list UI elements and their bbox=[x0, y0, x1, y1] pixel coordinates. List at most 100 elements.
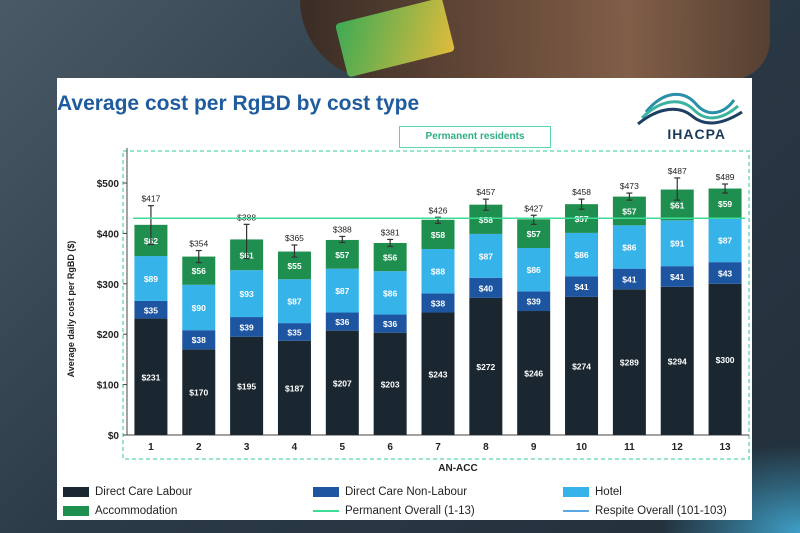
bar-segment-hotel bbox=[469, 233, 503, 278]
data-label: $300 bbox=[716, 355, 735, 365]
total-label: $457 bbox=[476, 187, 495, 197]
data-label: $87 bbox=[287, 297, 301, 307]
bar-segment-direct-care-labour bbox=[708, 283, 742, 435]
bar-segment-direct-care-non-labour bbox=[230, 317, 264, 337]
data-label: $231 bbox=[141, 372, 160, 382]
bar-segment-direct-care-non-labour bbox=[373, 314, 407, 333]
bar-segment-direct-care-non-labour bbox=[134, 300, 168, 319]
permanent-residents-label: Permanent residents bbox=[399, 126, 551, 148]
legend-swatch bbox=[563, 510, 589, 512]
x-tick-label: 9 bbox=[531, 442, 537, 453]
bar-segment-direct-care-labour bbox=[373, 332, 407, 435]
data-label: $187 bbox=[285, 383, 304, 393]
data-label: $38 bbox=[192, 335, 206, 345]
data-label: $40 bbox=[479, 283, 493, 293]
bar-segment-direct-care-non-labour bbox=[421, 293, 455, 313]
bar-segment-direct-care-non-labour bbox=[565, 276, 599, 297]
data-label: $55 bbox=[287, 261, 301, 271]
total-label: $388 bbox=[237, 212, 256, 222]
bar-segment-direct-care-labour bbox=[469, 297, 503, 435]
data-label: $58 bbox=[431, 230, 445, 240]
data-label: $86 bbox=[574, 250, 588, 260]
total-label: $458 bbox=[572, 187, 591, 197]
x-tick-label: 13 bbox=[720, 442, 732, 453]
x-tick-label: 11 bbox=[624, 442, 635, 453]
x-tick-label: 3 bbox=[244, 442, 250, 453]
total-label: $354 bbox=[189, 239, 208, 249]
x-tick-label: 8 bbox=[483, 442, 489, 453]
legend-swatch bbox=[63, 506, 89, 516]
total-label: $487 bbox=[668, 166, 687, 176]
bar-segment-direct-care-labour bbox=[517, 311, 551, 435]
total-label: $427 bbox=[524, 203, 543, 213]
bar-segment-direct-care-labour bbox=[134, 318, 168, 435]
total-label: $381 bbox=[381, 227, 400, 237]
legend-label: Hotel bbox=[595, 486, 622, 498]
bar-segment-direct-care-labour bbox=[612, 289, 646, 435]
data-label: $35 bbox=[287, 327, 301, 337]
legend-swatch bbox=[563, 487, 589, 497]
data-label: $203 bbox=[381, 379, 400, 389]
data-label: $38 bbox=[431, 298, 445, 308]
data-label: $36 bbox=[335, 317, 349, 327]
data-label: $35 bbox=[144, 305, 158, 315]
data-label: $246 bbox=[524, 369, 543, 379]
slide-title: Average cost per RgBD by cost type bbox=[57, 92, 420, 115]
data-label: $89 bbox=[144, 274, 158, 284]
bar-segment-direct-care-non-labour bbox=[182, 330, 216, 350]
bar-segment-direct-care-non-labour bbox=[277, 323, 311, 341]
data-label: $57 bbox=[574, 214, 588, 224]
bar-segment-direct-care-non-labour bbox=[517, 291, 551, 312]
legend-label: Permanent Overall (1-13) bbox=[345, 505, 475, 517]
data-label: $87 bbox=[335, 286, 349, 296]
bar-segment-hotel bbox=[134, 256, 168, 301]
x-tick-label: 7 bbox=[435, 442, 441, 453]
bar-segment-direct-care-labour bbox=[182, 349, 216, 435]
bar-segment-direct-care-non-labour bbox=[708, 262, 742, 284]
legend-label: Direct Care Labour bbox=[95, 486, 193, 498]
bar-segment-accommodation bbox=[421, 219, 455, 250]
bar-segment-direct-care-non-labour bbox=[660, 266, 694, 287]
bar-segment-direct-care-labour bbox=[277, 340, 311, 435]
y-axis-label: Average daily cost per RgBD ($) bbox=[66, 241, 76, 378]
data-label: $86 bbox=[383, 288, 397, 298]
data-label: $57 bbox=[335, 250, 349, 260]
legend-swatch bbox=[313, 487, 339, 497]
bar-segment-direct-care-labour bbox=[325, 330, 359, 435]
x-tick-label: 5 bbox=[340, 442, 346, 453]
chart-legend: Direct Care Labour Direct Care Non-Labour… bbox=[57, 480, 752, 520]
data-label: $56 bbox=[192, 266, 206, 276]
data-label: $87 bbox=[718, 236, 732, 246]
data-label: $272 bbox=[476, 362, 495, 372]
data-label: $90 bbox=[192, 303, 206, 313]
data-label: $57 bbox=[622, 206, 636, 216]
data-label: $39 bbox=[240, 322, 254, 332]
data-label: $41 bbox=[670, 272, 684, 282]
total-label: $417 bbox=[141, 194, 160, 204]
permanent-region-border bbox=[122, 150, 750, 460]
x-tick-label: 10 bbox=[576, 442, 588, 453]
data-label: $56 bbox=[383, 253, 397, 263]
bar-segment-direct-care-labour bbox=[565, 296, 599, 435]
bar-segment-hotel bbox=[660, 220, 694, 267]
bar-segment-hotel bbox=[277, 279, 311, 324]
bar-segment-accommodation bbox=[373, 242, 407, 272]
bar-segment-hotel bbox=[565, 232, 599, 277]
bar-segment-hotel bbox=[421, 249, 455, 294]
bar-segment-direct-care-non-labour bbox=[469, 277, 503, 298]
ihacpa-logo-icon bbox=[637, 92, 743, 126]
data-label: $87 bbox=[479, 251, 493, 261]
bar-segment-hotel bbox=[708, 218, 742, 263]
slide: Average cost per RgBD by cost type IHACP… bbox=[57, 78, 752, 520]
data-label: $57 bbox=[527, 229, 541, 239]
bar-segment-hotel bbox=[373, 271, 407, 315]
bar-segment-accommodation bbox=[325, 239, 359, 269]
bar-segment-direct-care-labour bbox=[660, 286, 694, 435]
y-tick-label: $500 bbox=[97, 179, 120, 190]
total-label: $473 bbox=[620, 181, 639, 191]
x-tick-label: 1 bbox=[148, 442, 154, 453]
data-label: $289 bbox=[620, 358, 639, 368]
x-tick-label: 6 bbox=[387, 442, 393, 453]
legend-label: Respite Overall (101-103) bbox=[595, 505, 727, 517]
data-label: $86 bbox=[622, 243, 636, 253]
